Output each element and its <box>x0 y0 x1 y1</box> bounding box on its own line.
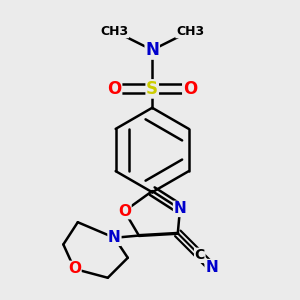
Text: N: N <box>174 201 186 216</box>
Text: O: O <box>68 261 81 276</box>
Text: O: O <box>183 80 197 98</box>
Text: O: O <box>107 80 122 98</box>
Text: N: N <box>205 260 218 274</box>
Text: S: S <box>146 80 158 98</box>
Text: CH3: CH3 <box>176 25 204 38</box>
Text: O: O <box>118 204 131 219</box>
Text: C: C <box>195 248 205 262</box>
Text: N: N <box>108 230 121 245</box>
Text: N: N <box>145 41 159 59</box>
Text: CH3: CH3 <box>100 25 128 38</box>
